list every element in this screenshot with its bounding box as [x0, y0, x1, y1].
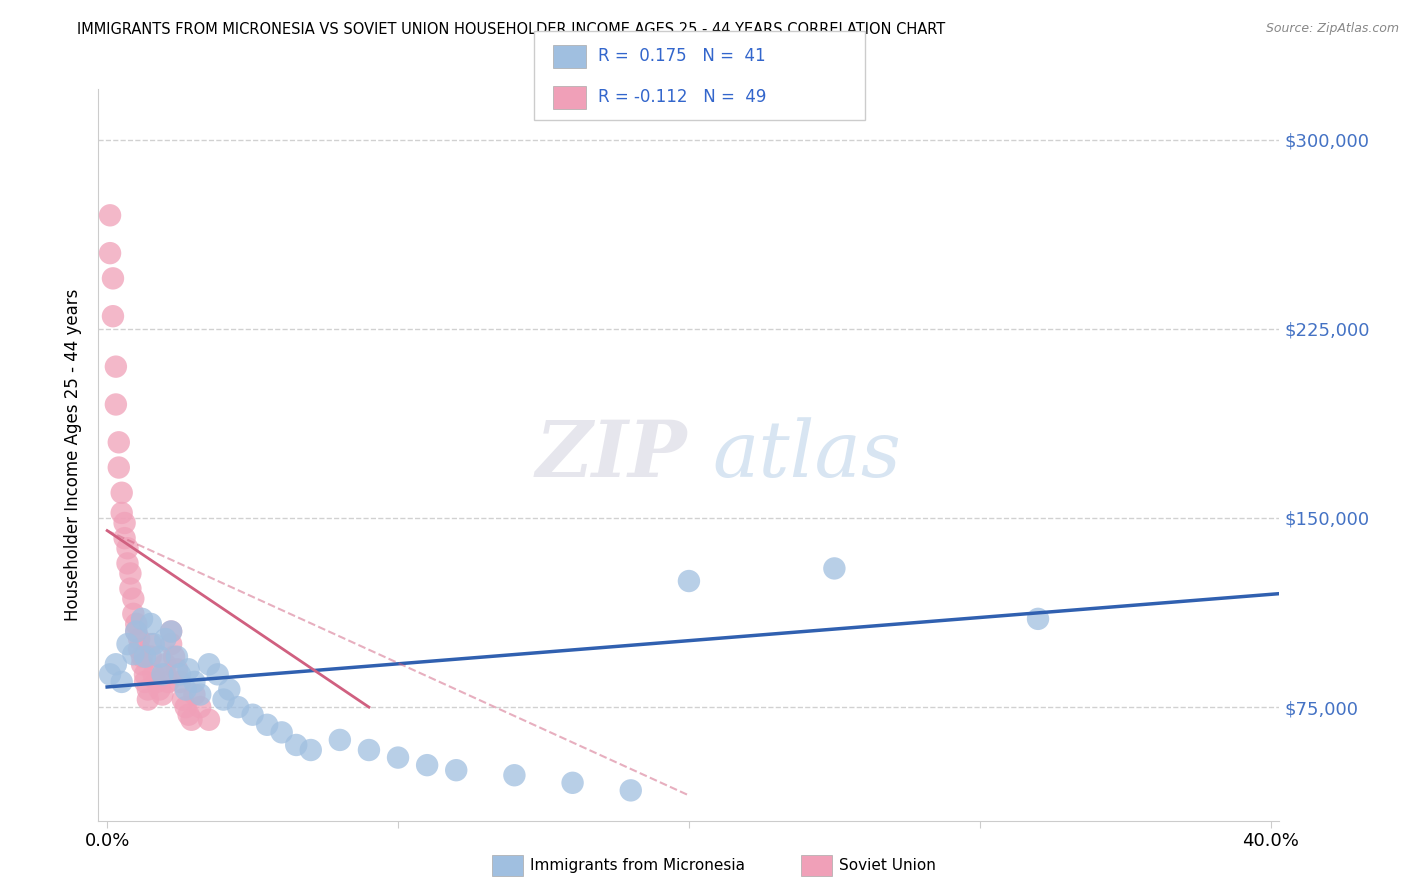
Point — [114, 516, 136, 530]
Point — [122, 591, 145, 606]
Text: R = -0.112   N =  49: R = -0.112 N = 49 — [598, 88, 766, 106]
Point — [131, 649, 153, 664]
Point — [148, 649, 170, 664]
Point — [114, 531, 136, 545]
Point — [120, 566, 142, 581]
Point — [169, 667, 191, 681]
Point — [139, 616, 162, 631]
Point — [104, 657, 127, 672]
Point — [117, 541, 139, 556]
Point — [256, 718, 278, 732]
Point — [620, 783, 643, 797]
Point — [155, 657, 177, 672]
Point — [242, 707, 264, 722]
Point — [160, 624, 183, 639]
Point — [270, 725, 292, 739]
Point — [101, 309, 124, 323]
Point — [111, 674, 134, 689]
Text: atlas: atlas — [713, 417, 901, 493]
Point — [198, 713, 221, 727]
Point — [174, 700, 197, 714]
Text: Source: ZipAtlas.com: Source: ZipAtlas.com — [1265, 22, 1399, 36]
Point — [387, 750, 409, 764]
Point — [218, 682, 240, 697]
Point — [125, 624, 148, 639]
Point — [142, 667, 165, 681]
Point — [503, 768, 526, 782]
Point — [107, 460, 129, 475]
Point — [152, 688, 174, 702]
Point — [561, 776, 583, 790]
Point — [134, 667, 156, 681]
Point — [111, 506, 134, 520]
Point — [125, 624, 148, 639]
Point — [152, 667, 174, 681]
Point — [134, 674, 156, 689]
Point — [183, 674, 205, 689]
Point — [131, 612, 153, 626]
Point — [163, 649, 186, 664]
Point — [160, 624, 183, 639]
Point — [160, 637, 183, 651]
Point — [139, 649, 162, 664]
Point — [136, 692, 159, 706]
Point — [169, 674, 191, 689]
Point — [172, 692, 194, 706]
Point — [145, 674, 167, 689]
Point — [416, 758, 439, 772]
Point — [188, 688, 211, 702]
Point — [155, 667, 177, 681]
Point — [117, 637, 139, 651]
Point — [98, 667, 121, 681]
Point — [174, 682, 197, 697]
Point — [134, 649, 156, 664]
Point — [226, 700, 249, 714]
Point — [299, 743, 322, 757]
Point — [104, 397, 127, 411]
Point — [177, 707, 200, 722]
Point — [188, 700, 211, 714]
Point — [98, 208, 121, 222]
Point — [142, 637, 165, 651]
Point — [823, 561, 845, 575]
Point — [125, 616, 148, 631]
Y-axis label: Householder Income Ages 25 - 44 years: Householder Income Ages 25 - 44 years — [65, 289, 83, 621]
Point — [111, 485, 134, 500]
Text: Soviet Union: Soviet Union — [839, 858, 936, 872]
Point — [207, 667, 229, 681]
Point — [122, 647, 145, 661]
Point — [128, 642, 150, 657]
Point — [155, 632, 177, 646]
Point — [101, 271, 124, 285]
Point — [128, 632, 150, 646]
Text: R =  0.175   N =  41: R = 0.175 N = 41 — [598, 47, 765, 65]
Point — [678, 574, 700, 588]
Point — [212, 692, 235, 706]
Point — [166, 649, 188, 664]
Point — [198, 657, 221, 672]
Point — [180, 713, 202, 727]
Text: IMMIGRANTS FROM MICRONESIA VS SOVIET UNION HOUSEHOLDER INCOME AGES 25 - 44 YEARS: IMMIGRANTS FROM MICRONESIA VS SOVIET UNI… — [77, 22, 946, 37]
Point — [157, 674, 180, 689]
Point — [177, 662, 200, 676]
Point — [329, 733, 352, 747]
Point — [183, 688, 205, 702]
Point — [98, 246, 121, 260]
Point — [131, 657, 153, 672]
Point — [139, 637, 162, 651]
Point — [117, 557, 139, 571]
Point — [104, 359, 127, 374]
Point — [285, 738, 308, 752]
Point — [444, 763, 467, 777]
Point — [357, 743, 380, 757]
Point — [122, 607, 145, 621]
Point — [107, 435, 129, 450]
Point — [136, 682, 159, 697]
Point — [120, 582, 142, 596]
Point — [1026, 612, 1049, 626]
Point — [166, 662, 188, 676]
Text: ZIP: ZIP — [536, 417, 688, 493]
Text: Immigrants from Micronesia: Immigrants from Micronesia — [530, 858, 745, 872]
Point — [148, 682, 170, 697]
